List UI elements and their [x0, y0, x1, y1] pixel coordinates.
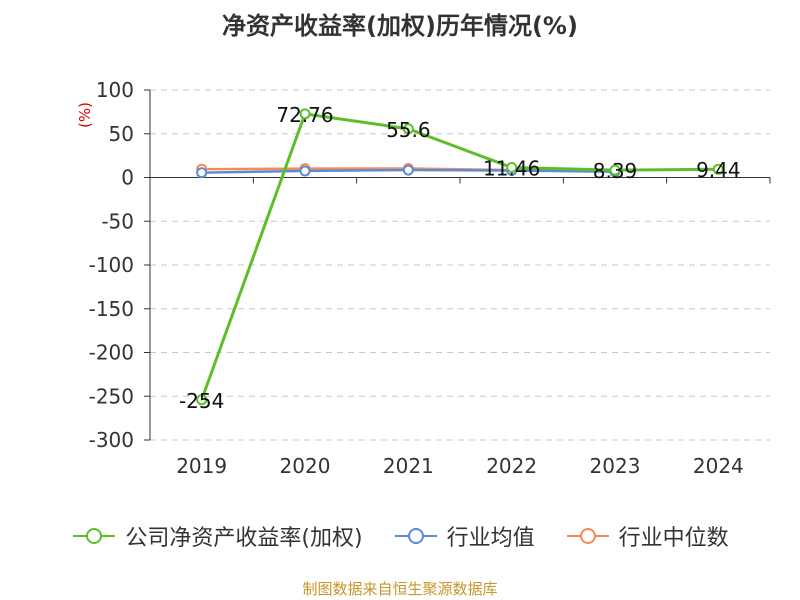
legend-marker-industry-mean: [394, 528, 437, 544]
data-point: [712, 163, 724, 175]
data-point: [299, 165, 311, 177]
legend-item-company-roe[interactable]: 公司净资产收益率(加权): [71, 520, 363, 552]
data-label: 11.46: [483, 156, 540, 180]
x-tick-label: 2021: [383, 454, 434, 478]
y-tick-label: -250: [89, 384, 134, 408]
line-chart: 100 50 0 -50 -100 -150 -200 -250 -300 2019 2020 202…: [89, 78, 771, 478]
data-point: [506, 161, 518, 173]
y-tick-label: 50: [109, 122, 134, 146]
data-label: 72.76: [276, 103, 333, 127]
data-label: 8.39: [593, 159, 638, 183]
data-label: -254: [179, 389, 224, 413]
legend-item-industry-median[interactable]: 行业中位数: [565, 520, 729, 552]
legend-item-industry-mean[interactable]: 行业均值: [393, 520, 535, 552]
data-point: [402, 123, 414, 135]
legend-label-company-roe: 公司净资产收益率(加权): [125, 526, 363, 551]
legend-label-industry-median: 行业中位数: [618, 526, 729, 551]
x-tick-label: 2023: [590, 454, 641, 478]
legend-marker-industry-median: [566, 528, 609, 544]
legend: 公司净资产收益率(加权) 行业均值 行业中位数: [0, 520, 800, 552]
x-tick-label: 2024: [693, 454, 744, 478]
data-label: 9.44: [696, 158, 741, 182]
y-tick-label: 0: [121, 166, 134, 190]
y-tick-label: 100: [96, 78, 134, 102]
data-point: [609, 164, 621, 176]
data-point: [196, 394, 208, 406]
y-tick-label: -300: [89, 428, 134, 452]
source-note: 制图数据来自恒生聚源数据库: [302, 580, 498, 598]
series-line: [200, 112, 719, 401]
x-tick-label: 2019: [176, 454, 227, 478]
x-tick-label: 2020: [280, 454, 331, 478]
legend-marker-company-roe: [73, 528, 116, 544]
y-tick-label: -200: [89, 341, 134, 365]
y-tick-label: -100: [89, 253, 134, 277]
data-point: [402, 164, 414, 176]
y-axis-label: (%): [76, 102, 94, 128]
y-tick-label: -150: [89, 297, 134, 321]
data-point: [299, 108, 311, 120]
data-label: 55.6: [386, 118, 431, 142]
legend-label-industry-mean: 行业均值: [446, 526, 535, 551]
chart-title: 净资产收益率(加权)历年情况(%): [222, 12, 578, 40]
data-point: [196, 167, 208, 179]
x-tick-label: 2022: [486, 454, 537, 478]
y-tick-label: -50: [101, 209, 134, 233]
